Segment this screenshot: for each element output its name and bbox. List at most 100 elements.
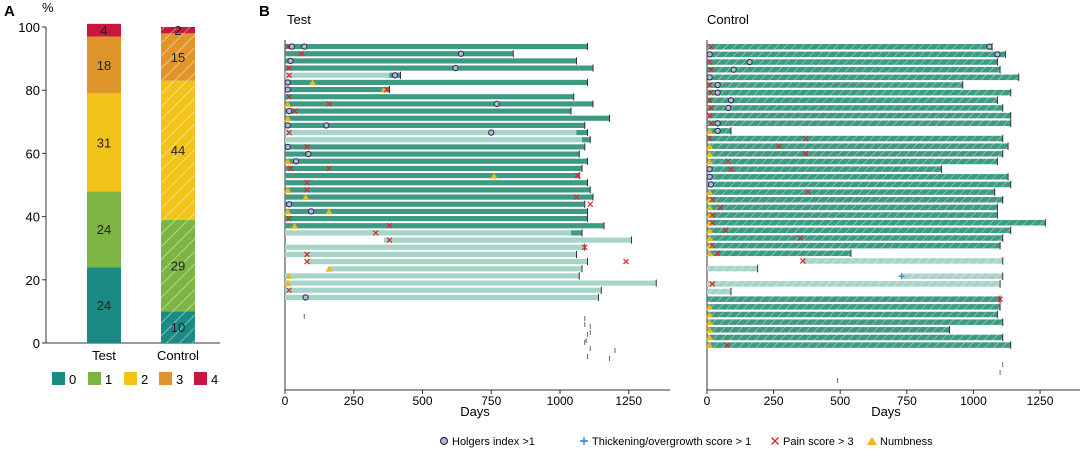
bar-hatch	[707, 288, 731, 295]
bar-hatch	[707, 158, 998, 165]
bar-light	[285, 130, 577, 136]
bar-dark	[285, 79, 588, 85]
bar-dark	[285, 44, 588, 50]
pain-marker	[725, 158, 732, 165]
y-tick-label: 60	[26, 146, 40, 161]
bar-dark	[285, 158, 588, 164]
numbness-marker	[706, 235, 714, 242]
bar-hatch	[707, 112, 1011, 119]
pain-marker	[304, 251, 310, 258]
bar-dark	[285, 58, 577, 64]
legend-label: Pain score > 3	[783, 436, 854, 448]
holgers-marker	[285, 107, 293, 115]
y-tick-label: 100	[18, 20, 40, 35]
bar-hatch	[707, 311, 998, 318]
bar-dark	[285, 201, 585, 207]
bar-hatch	[707, 66, 1001, 73]
bar-hatch	[707, 135, 1003, 142]
numbness-marker	[285, 272, 293, 279]
legend-holgers-icon	[439, 436, 449, 446]
bar-hatch	[707, 74, 1019, 81]
category-label: Test	[92, 348, 116, 363]
holgers-marker	[323, 122, 330, 129]
legend-thickening-icon	[580, 437, 588, 445]
control-title: Control	[707, 12, 749, 27]
data-label: 18	[97, 58, 111, 73]
pain-marker	[797, 235, 804, 241]
holgers-marker	[707, 181, 715, 188]
y-ticks: 0 20 40 60 80 100	[18, 20, 46, 351]
y-tick-label: 40	[26, 210, 40, 225]
data-label: 4	[100, 23, 107, 38]
x-tick-label: 1250	[615, 394, 642, 408]
bar-light	[384, 237, 632, 243]
pain-marker	[304, 179, 310, 186]
bar-light	[285, 287, 602, 293]
bar-segment	[87, 93, 121, 192]
legend-label: Numbness	[880, 436, 933, 448]
bar-hatch	[161, 219, 195, 312]
pain-marker	[286, 72, 293, 79]
bar-hatch	[707, 89, 1011, 96]
swimmer-plot-control: Control 0 250 500 750 1000 1250 Days	[704, 12, 1080, 419]
pain-marker	[708, 43, 714, 50]
bar-hatch	[901, 273, 1003, 280]
pain-marker	[709, 280, 716, 287]
legend-swatch	[52, 372, 65, 385]
control-bars	[706, 43, 1046, 383]
pain-marker	[799, 258, 806, 264]
bar-hatch	[707, 296, 1001, 302]
holgers-marker	[714, 81, 721, 89]
bar-hatch	[707, 174, 1009, 180]
holgers-marker	[714, 127, 721, 135]
pain-marker	[304, 258, 310, 265]
data-label: 15	[171, 50, 185, 65]
bar-hatch	[707, 151, 1003, 157]
holgers-marker	[727, 97, 735, 104]
bar-hatch	[707, 242, 1001, 249]
x-tick-label: 1000	[960, 394, 987, 408]
holgers-marker	[288, 43, 296, 50]
bar-dark	[285, 108, 571, 114]
bar-dark	[285, 194, 593, 200]
numbness-marker	[325, 265, 333, 272]
panel-b-label: B	[259, 3, 270, 20]
bar-light	[307, 259, 588, 265]
holgers-marker	[391, 72, 399, 79]
bar-hatch	[707, 120, 1011, 127]
holgers-marker	[284, 79, 291, 86]
bar-hatch	[161, 33, 195, 81]
pain-marker	[304, 143, 310, 150]
bar-hatch	[707, 82, 963, 88]
pain-marker	[326, 165, 332, 172]
numbness-marker	[706, 334, 714, 341]
pain-marker	[709, 242, 716, 249]
numbness-marker	[706, 127, 714, 134]
data-label: 29	[171, 259, 185, 274]
numbness-marker	[706, 319, 714, 326]
legend-swatch	[124, 372, 137, 385]
bar-dark	[285, 101, 593, 107]
legend-label: 4	[211, 372, 218, 387]
x-tick-label: 750	[897, 394, 917, 408]
bar-segment	[87, 36, 121, 94]
bar-hatch	[707, 105, 1003, 111]
pain-marker	[706, 135, 713, 142]
numbness-marker	[706, 303, 714, 310]
numbness-marker	[706, 227, 714, 234]
holgers-marker	[457, 50, 465, 57]
bar-dark	[285, 65, 593, 71]
bar-hatch	[707, 181, 1011, 188]
holgers-marker	[986, 43, 993, 50]
y-tick-label: 20	[26, 273, 40, 288]
holgers-marker	[285, 201, 293, 208]
pain-marker	[722, 227, 729, 234]
pain-marker	[708, 89, 714, 96]
data-label: 24	[97, 222, 111, 237]
category-label: Control	[157, 348, 199, 363]
pain-marker	[706, 82, 713, 88]
pain-marker	[326, 100, 332, 107]
x-tick-label: 250	[344, 394, 364, 408]
bar-segment	[87, 23, 121, 37]
